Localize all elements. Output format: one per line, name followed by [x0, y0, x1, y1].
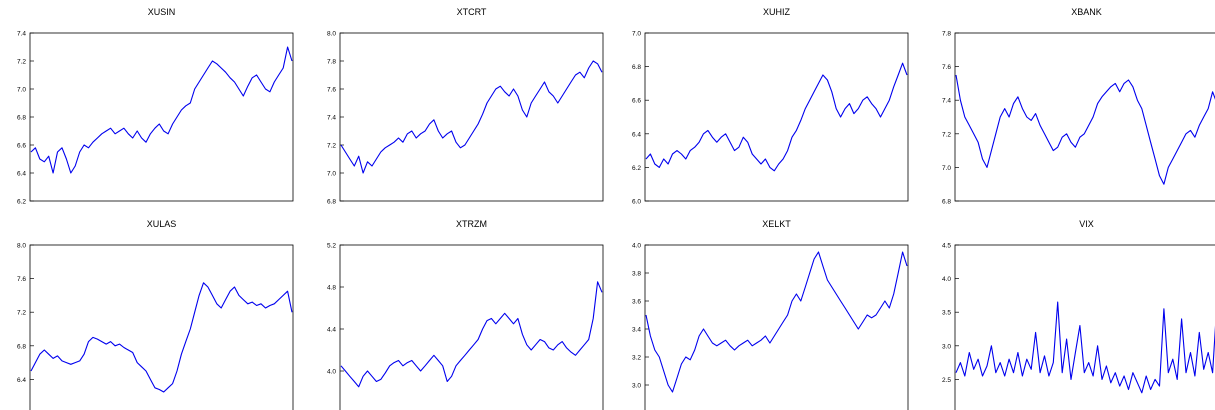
y-tick-label: 6.6: [17, 143, 26, 150]
y-tick-label: 6.6: [632, 98, 641, 105]
plot-frame: [339, 32, 604, 202]
panel-title: XBANK: [1071, 7, 1102, 17]
y-tick-label: 6.4: [17, 377, 26, 384]
y-tick-label: 7.0: [632, 31, 641, 38]
y-tick-label: 7.2: [17, 59, 26, 66]
series-line: [30, 282, 293, 393]
y-tick-label: 4.5: [942, 243, 951, 250]
y-tick-label: 3.5: [942, 310, 951, 317]
plot-frame: [29, 32, 294, 202]
panel-xtrzm: XTRZM3.64.04.44.85.2: [327, 219, 604, 410]
series-line: [340, 281, 603, 388]
panel-title: XTRZM: [456, 219, 487, 229]
y-tick-label: 7.2: [942, 131, 951, 138]
panel-xtcrt: XTCRT 6.8 7.0 7.2 7.4 7.6 7.8 8.0: [327, 7, 604, 206]
panel-title: XUHIZ: [763, 7, 791, 17]
y-tick-label: 7.4: [327, 115, 336, 122]
y-tick-label: 6.2: [632, 165, 641, 172]
y-tick-label: 3.2: [632, 355, 641, 362]
panel-xusin: XUSIN 6.2 6.4 6.6 6.8 7.0 7.2 7.4: [17, 7, 294, 206]
y-tick-label: 3.0: [942, 343, 951, 350]
y-tick-label: 7.2: [327, 143, 336, 150]
y-tick-label: 6.8: [632, 64, 641, 71]
y-tick-label: 6.4: [17, 171, 26, 178]
plot-frame: [339, 244, 604, 410]
y-tick-label: 3.4: [632, 327, 641, 334]
series-line: [30, 46, 293, 174]
y-tick-label: 3.0: [632, 383, 641, 390]
panel-xuhiz: XUHIZ 6.0 6.2 6.4 6.6 6.8 7.0: [632, 7, 909, 206]
series-line: [340, 60, 603, 174]
series-line: [955, 74, 1215, 185]
y-tick-label: 4.0: [327, 369, 336, 376]
y-tick-label: 8.0: [17, 243, 26, 250]
y-tick-label: 8.0: [327, 31, 336, 38]
y-tick-label: 4.4: [327, 327, 336, 334]
y-tick-label: 4.0: [942, 276, 951, 283]
y-tick-label: 6.0: [632, 199, 641, 206]
y-tick-label: 6.8: [942, 199, 951, 206]
y-tick-label: 4.8: [327, 285, 336, 292]
plot-frame: [29, 244, 294, 410]
y-tick-label: 7.4: [17, 31, 26, 38]
y-tick-label: 6.8: [327, 199, 336, 206]
y-tick-label: 6.8: [17, 115, 26, 122]
series-line: [955, 301, 1215, 394]
y-tick-label: 7.8: [942, 31, 951, 38]
plot-frame: [644, 32, 909, 202]
y-tick-label: 6.8: [17, 343, 26, 350]
y-tick-label: 7.6: [17, 276, 26, 283]
plot-frame: [644, 244, 909, 410]
y-tick-label: 2.5: [942, 377, 951, 384]
panel-title: XULAS: [147, 219, 177, 229]
panel-title: XUSIN: [148, 7, 176, 17]
y-tick-label: 7.0: [942, 165, 951, 172]
y-tick-label: 6.4: [632, 131, 641, 138]
y-tick-label: 3.8: [632, 271, 641, 278]
y-tick-label: 7.2: [17, 310, 26, 317]
y-tick-label: 7.4: [942, 98, 951, 105]
panel-xelkt: XELKT2.83.03.23.43.63.84.0: [632, 219, 909, 410]
panel-title: XTCRT: [457, 7, 487, 17]
y-tick-label: 5.2: [327, 243, 336, 250]
panel-title: VIX: [1079, 219, 1094, 229]
series-line: [645, 62, 908, 172]
panel-title: XELKT: [762, 219, 791, 229]
y-tick-label: 4.0: [632, 243, 641, 250]
y-tick-label: 7.0: [17, 87, 26, 94]
y-tick-label: 7.6: [942, 64, 951, 71]
series-line: [645, 251, 908, 393]
y-tick-label: 7.6: [327, 87, 336, 94]
y-tick-label: 6.2: [17, 199, 26, 206]
y-tick-label: 7.0: [327, 171, 336, 178]
y-tick-label: 7.8: [327, 59, 336, 66]
plot-frame: [954, 32, 1215, 202]
panel-xbank: XBANK 6.8 7.0 7.2 7.4 7.6 7.8: [942, 7, 1215, 206]
plot-frame: [954, 244, 1215, 410]
y-tick-label: 3.6: [632, 299, 641, 306]
